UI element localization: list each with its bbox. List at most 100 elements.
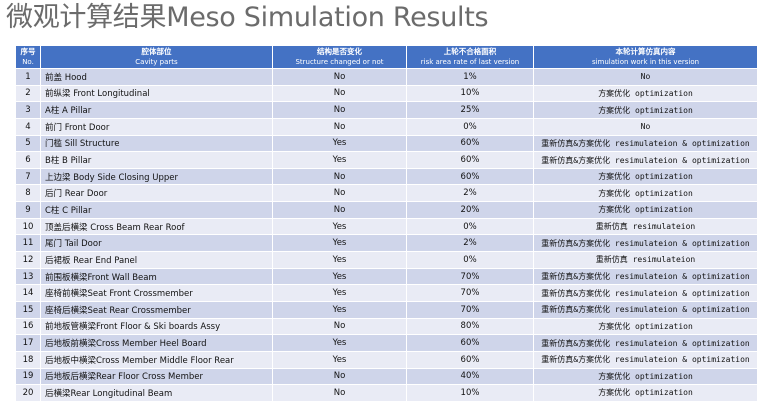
- row-structure-changed: Yes: [272, 350, 407, 369]
- table-row: 14 座椅前横梁Seat Front Crossmember Yes 70% 重新仿真&…: [15, 284, 758, 302]
- table-row: 17 后地板前横梁Cross Member Heel Board Yes 60% 重新仿…: [15, 334, 758, 352]
- row-structure-changed: No: [272, 101, 407, 119]
- row-simulation-work: 方案优化 optimization: [533, 167, 758, 186]
- row-cavity-part: 门槛 Sill Structure: [40, 134, 273, 153]
- table-row: 19 后地板后横梁Rear Floor Cross Member No 40% 方案优化…: [15, 367, 758, 386]
- row-risk-area-rate: 70%: [406, 300, 534, 319]
- header-no: 序号 No.: [15, 45, 41, 69]
- row-cavity-part: 后门 Rear Door: [40, 184, 273, 203]
- row-cavity-part: 座椅前横梁Seat Front Crossmember: [40, 284, 273, 302]
- row-cavity-part: 前纵梁 Front Longitudinal: [40, 84, 273, 103]
- row-risk-area-rate: 2%: [406, 184, 534, 203]
- row-number: 16: [15, 317, 41, 336]
- row-risk-area-rate: 0%: [406, 117, 534, 136]
- table-row: 5 门槛 Sill Structure Yes 60% 重新仿真&方案优化 resimu…: [15, 134, 758, 153]
- row-risk-area-rate: 70%: [406, 267, 534, 286]
- header-simulation-work-zh: 本轮计算仿真内容: [615, 47, 676, 56]
- row-number: 7: [15, 167, 41, 186]
- row-simulation-work: 重新仿真 resimulateion: [533, 251, 758, 269]
- table-row: 12 后裙板 Rear End Panel Yes 0% 重新仿真 resimulate…: [15, 251, 758, 269]
- row-simulation-work: 方案优化 optimization: [533, 184, 758, 203]
- row-structure-changed: No: [272, 84, 407, 103]
- header-risk-area-rate-en: risk area rate of last version: [420, 58, 520, 66]
- row-cavity-part: 前地板管横梁Front Floor & Ski boards Assy: [40, 317, 273, 336]
- row-number: 2: [15, 84, 41, 103]
- row-risk-area-rate: 60%: [406, 334, 534, 352]
- row-structure-changed: Yes: [272, 300, 407, 319]
- row-simulation-work: 重新仿真&方案优化 resimulateion & optimization: [533, 234, 758, 253]
- header-no-en: No.: [22, 58, 34, 66]
- row-cavity-part: 后地板后横梁Rear Floor Cross Member: [40, 367, 273, 386]
- header-simulation-work-en: simulation work in this version: [591, 58, 700, 66]
- row-simulation-work: 重新仿真&方案优化 resimulateion & optimization: [533, 334, 758, 352]
- row-number: 4: [15, 117, 41, 136]
- row-structure-changed: Yes: [272, 134, 407, 153]
- row-risk-area-rate: 60%: [406, 151, 534, 169]
- table-row: 3 A柱 A Pillar No 25% 方案优化 optimization: [15, 101, 758, 119]
- row-cavity-part: B柱 B Pillar: [40, 151, 273, 169]
- row-structure-changed: No: [272, 68, 407, 86]
- row-risk-area-rate: 80%: [406, 317, 534, 336]
- row-risk-area-rate: 40%: [406, 367, 534, 386]
- row-structure-changed: No: [272, 117, 407, 136]
- row-number: 3: [15, 101, 41, 119]
- table-row: 8 后门 Rear Door No 2% 方案优化 optimization: [15, 184, 758, 203]
- row-number: 6: [15, 151, 41, 169]
- table-body: 1 前盖 Hood No 1% No 2 前纵梁 Front Longitudinal No 1…: [15, 68, 758, 402]
- row-risk-area-rate: 2%: [406, 234, 534, 253]
- table-row: 20 后横梁Rear Longitudinal Beam No 10% 方案优化 opt…: [15, 384, 758, 402]
- row-simulation-work: No: [533, 68, 758, 86]
- row-risk-area-rate: 0%: [406, 217, 534, 236]
- row-simulation-work: 方案优化 optimization: [533, 367, 758, 386]
- table-row: 4 前门 Front Door No 0% No: [15, 117, 758, 136]
- row-structure-changed: No: [272, 167, 407, 186]
- row-number: 9: [15, 201, 41, 219]
- row-number: 5: [15, 134, 41, 153]
- row-simulation-work: 重新仿真&方案优化 resimulateion & optimization: [533, 300, 758, 319]
- row-risk-area-rate: 25%: [406, 101, 534, 119]
- row-simulation-work: No: [533, 117, 758, 136]
- row-number: 18: [15, 350, 41, 369]
- row-structure-changed: Yes: [272, 151, 407, 169]
- row-structure-changed: Yes: [272, 267, 407, 286]
- row-cavity-part: 前围板横梁Front Wall Beam: [40, 267, 273, 286]
- row-number: 13: [15, 267, 41, 286]
- row-structure-changed: No: [272, 317, 407, 336]
- table-row: 9 C柱 C Pillar No 20% 方案优化 optimization: [15, 201, 758, 219]
- row-cavity-part: 后横梁Rear Longitudinal Beam: [40, 384, 273, 402]
- row-cavity-part: 座椅后横梁Seat Rear Crossmember: [40, 300, 273, 319]
- header-risk-area-rate: 上轮不合格面积 risk area rate of last version: [406, 45, 534, 69]
- table-row: 10 顶盖后横梁 Cross Beam Rear Roof Yes 0% 重新仿真 re…: [15, 217, 758, 236]
- row-cavity-part: 前门 Front Door: [40, 117, 273, 136]
- row-simulation-work: 方案优化 optimization: [533, 201, 758, 219]
- row-structure-changed: No: [272, 367, 407, 386]
- table-row: 16 前地板管横梁Front Floor & Ski boards Assy No 8…: [15, 317, 758, 336]
- row-cavity-part: 顶盖后横梁 Cross Beam Rear Roof: [40, 217, 273, 236]
- header-structure-changed-en: Structure changed or not: [295, 58, 384, 66]
- row-structure-changed: Yes: [272, 334, 407, 352]
- row-cavity-part: 前盖 Hood: [40, 68, 273, 86]
- table-row: 18 后地板中横梁Cross Member Middle Floor Rear Ye…: [15, 350, 758, 369]
- table-row: 1 前盖 Hood No 1% No: [15, 68, 758, 86]
- row-number: 19: [15, 367, 41, 386]
- slide-title: 微观计算结果Meso Simulation Results: [6, 2, 489, 33]
- row-risk-area-rate: 0%: [406, 251, 534, 269]
- table-row: 11 尾门 Tail Door Yes 2% 重新仿真&方案优化 resimulatei…: [15, 234, 758, 253]
- row-simulation-work: 重新仿真&方案优化 resimulateion & optimization: [533, 267, 758, 286]
- header-cavity-parts: 腔体部位 Cavity parts: [40, 45, 273, 69]
- row-number: 1: [15, 68, 41, 86]
- header-structure-changed-zh: 结构是否变化: [317, 47, 362, 56]
- row-cavity-part: 尾门 Tail Door: [40, 234, 273, 253]
- row-number: 17: [15, 334, 41, 352]
- row-cavity-part: A柱 A Pillar: [40, 101, 273, 119]
- row-number: 14: [15, 284, 41, 302]
- row-risk-area-rate: 60%: [406, 167, 534, 186]
- row-cavity-part: 后裙板 Rear End Panel: [40, 251, 273, 269]
- row-number: 10: [15, 217, 41, 236]
- row-simulation-work: 重新仿真&方案优化 resimulateion & optimization: [533, 134, 758, 153]
- row-risk-area-rate: 20%: [406, 201, 534, 219]
- row-number: 15: [15, 300, 41, 319]
- row-structure-changed: No: [272, 384, 407, 402]
- table-row: 2 前纵梁 Front Longitudinal No 10% 方案优化 optimiz…: [15, 84, 758, 103]
- row-cavity-part: 后地板前横梁Cross Member Heel Board: [40, 334, 273, 352]
